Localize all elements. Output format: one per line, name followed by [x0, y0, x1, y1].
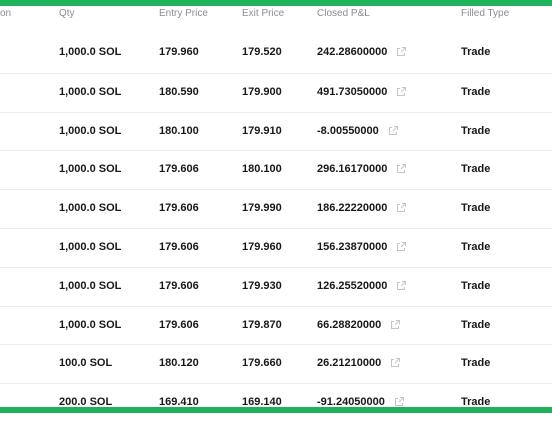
- table-row[interactable]: 200.0 SOL 169.410 169.140 -91.24050000 Trade: [0, 383, 552, 422]
- table-row[interactable]: 1,000.0 SOL 179.606 179.990 186.22220000 Tra…: [0, 189, 552, 228]
- entry-price-cell: 179.606: [159, 163, 199, 176]
- bottom-accent-bar: [0, 407, 552, 413]
- qty-cell: 1,000.0 SOL: [59, 85, 122, 98]
- entry-price-cell: 180.100: [159, 124, 199, 137]
- table-row[interactable]: 1,000.0 SOL 179.606 179.930 126.25520000 Tra…: [0, 266, 552, 306]
- table-body: 1,000.0 SOL 179.960 179.520 242.28600000 Tra…: [0, 34, 552, 422]
- table-row[interactable]: 100.0 SOL 180.120 179.660 26.21210000 Trade: [0, 344, 552, 383]
- header-exit-price[interactable]: Exit Price: [242, 8, 285, 19]
- external-link-icon[interactable]: [395, 280, 407, 292]
- table-row[interactable]: 1,000.0 SOL 179.606 179.960 156.23870000 Tra…: [0, 227, 552, 267]
- exit-price-cell: 179.990: [242, 202, 282, 215]
- qty-cell: 1,000.0 SOL: [59, 163, 122, 176]
- closed-pnl-cell: 242.28600000: [317, 46, 407, 58]
- qty-cell: 1,000.0 SOL: [59, 318, 122, 331]
- external-link-icon[interactable]: [395, 202, 407, 214]
- closed-pnl-value: -91.24050000: [317, 396, 385, 409]
- external-link-icon[interactable]: [395, 86, 407, 98]
- filled-type-cell: Trade: [461, 85, 491, 98]
- exit-price-cell: 179.870: [242, 318, 282, 331]
- closed-pnl-value: 491.73050000: [317, 85, 388, 98]
- external-link-icon[interactable]: [395, 46, 407, 58]
- table-row[interactable]: 1,000.0 SOL 179.960 179.520 242.28600000 Tra…: [0, 34, 552, 73]
- filled-type-cell: Trade: [461, 163, 491, 176]
- qty-cell: 1,000.0 SOL: [59, 46, 122, 58]
- table-row[interactable]: 1,000.0 SOL 180.590 179.900 491.73050000 Tra…: [0, 72, 552, 112]
- exit-price-cell: 180.100: [242, 163, 282, 176]
- filled-type-cell: Trade: [461, 279, 491, 292]
- qty-cell: 100.0 SOL: [59, 357, 113, 370]
- closed-pnl-cell: 186.22220000: [317, 202, 407, 214]
- external-link-icon[interactable]: [395, 163, 407, 175]
- header-filled-type[interactable]: Filled Type: [461, 8, 510, 19]
- header-qty[interactable]: Qty: [59, 8, 75, 19]
- header-partial: on: [0, 8, 12, 19]
- exit-price-cell: 179.960: [242, 240, 282, 253]
- qty-cell: 1,000.0 SOL: [59, 240, 122, 253]
- closed-pnl-value: 66.28820000: [317, 318, 382, 331]
- qty-cell: 1,000.0 SOL: [59, 202, 122, 215]
- header-closed-pnl[interactable]: Closed P&L: [317, 8, 370, 19]
- entry-price-cell: 179.606: [159, 202, 199, 215]
- exit-price-cell: 179.930: [242, 279, 282, 292]
- external-link-icon[interactable]: [387, 125, 399, 137]
- table-row[interactable]: 1,000.0 SOL 180.100 179.910 -8.00550000 Trad…: [0, 111, 552, 151]
- closed-pnl-cell: 66.28820000: [317, 319, 401, 331]
- exit-price-cell: 169.140: [242, 396, 282, 409]
- top-accent-bar: [0, 0, 552, 6]
- external-link-icon[interactable]: [393, 396, 405, 408]
- entry-price-cell: 179.606: [159, 279, 199, 292]
- exit-price-cell: 179.910: [242, 124, 282, 137]
- closed-pnl-value: 296.16170000: [317, 163, 388, 176]
- closed-pnl-value: 242.28600000: [317, 46, 388, 58]
- qty-cell: 1,000.0 SOL: [59, 124, 122, 137]
- table-row[interactable]: 1,000.0 SOL 179.606 180.100 296.16170000 Tra…: [0, 150, 552, 189]
- exit-price-cell: 179.520: [242, 46, 282, 58]
- closed-pnl-value: 186.22220000: [317, 202, 388, 215]
- closed-pnl-value: 26.21210000: [317, 357, 382, 370]
- entry-price-cell: 179.960: [159, 46, 199, 58]
- external-link-icon[interactable]: [395, 241, 407, 253]
- filled-type-cell: Trade: [461, 202, 491, 215]
- entry-price-cell: 179.606: [159, 318, 199, 331]
- closed-pnl-value: -8.00550000: [317, 124, 379, 137]
- closed-pnl-cell: 296.16170000: [317, 163, 407, 175]
- closed-pnl-cell: 126.25520000: [317, 280, 407, 292]
- entry-price-cell: 179.606: [159, 240, 199, 253]
- external-link-icon[interactable]: [389, 357, 401, 369]
- closed-pnl-cell: -91.24050000: [317, 396, 405, 408]
- closed-pnl-cell: -8.00550000: [317, 125, 399, 137]
- filled-type-cell: Trade: [461, 240, 491, 253]
- table-header: on Qty Entry Price Exit Price Closed P&L…: [0, 6, 552, 34]
- exit-price-cell: 179.900: [242, 85, 282, 98]
- closed-pnl-value: 126.25520000: [317, 279, 388, 292]
- entry-price-cell: 180.590: [159, 85, 199, 98]
- entry-price-cell: 169.410: [159, 396, 199, 409]
- filled-type-cell: Trade: [461, 396, 491, 409]
- filled-type-cell: Trade: [461, 46, 491, 58]
- table-row[interactable]: 1,000.0 SOL 179.606 179.870 66.28820000 Trad…: [0, 305, 552, 345]
- filled-type-cell: Trade: [461, 318, 491, 331]
- closed-pnl-cell: 491.73050000: [317, 86, 407, 98]
- header-entry-price[interactable]: Entry Price: [159, 8, 208, 19]
- filled-type-cell: Trade: [461, 357, 491, 370]
- external-link-icon[interactable]: [389, 319, 401, 331]
- closed-pnl-cell: 26.21210000: [317, 357, 401, 369]
- qty-cell: 1,000.0 SOL: [59, 279, 122, 292]
- closed-pnl-value: 156.23870000: [317, 240, 388, 253]
- qty-cell: 200.0 SOL: [59, 396, 113, 409]
- filled-type-cell: Trade: [461, 124, 491, 137]
- entry-price-cell: 180.120: [159, 357, 199, 370]
- closed-pnl-cell: 156.23870000: [317, 241, 407, 253]
- closed-pnl-table: on Qty Entry Price Exit Price Closed P&L…: [0, 6, 552, 408]
- exit-price-cell: 179.660: [242, 357, 282, 370]
